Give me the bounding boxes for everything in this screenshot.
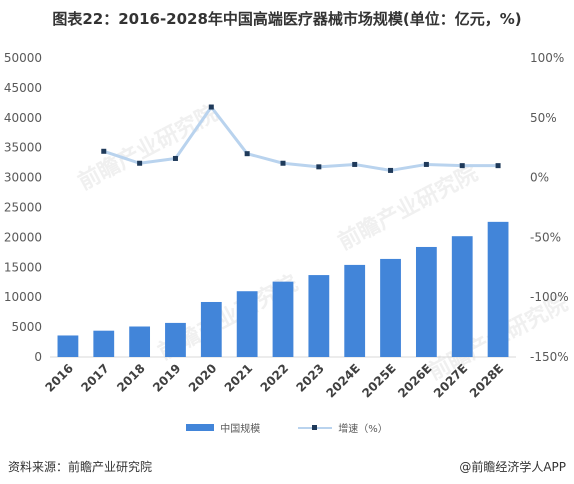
- y-right-tick-label: -50%: [530, 230, 561, 244]
- growth-point: [388, 167, 394, 173]
- y-left-tick-label: 25000: [4, 201, 42, 215]
- x-tick-label: 2027E: [431, 361, 470, 400]
- bar: [129, 326, 151, 357]
- growth-point: [316, 164, 322, 170]
- footer: 资料来源：前瞻产业研究院 @前瞻经济学人APP: [0, 454, 574, 476]
- bar: [380, 258, 401, 357]
- legend-item-line: 增速（%）: [298, 420, 388, 435]
- x-tick-label: 2016: [43, 361, 77, 395]
- bar: [415, 246, 437, 357]
- bar: [57, 335, 79, 357]
- y-left-tick-label: 45000: [4, 81, 42, 95]
- x-tick-label: 2022: [258, 361, 292, 395]
- y-left-tick-label: 0: [34, 350, 42, 364]
- growth-line: [103, 105, 499, 172]
- legend-label-line: 增速（%）: [338, 424, 388, 435]
- x-tick-label: 2028E: [467, 361, 506, 400]
- y-left-tick-label: 50000: [4, 51, 42, 65]
- x-tick-label: 2026E: [395, 361, 434, 400]
- y-right-tick-label: 100%: [530, 51, 564, 65]
- bar: [165, 322, 186, 357]
- chart-area: 0 5000 10000 15000 20000 25000 30000 35000 40000…: [4, 51, 569, 401]
- bar: [200, 301, 222, 357]
- legend-label-bar: 中国规模: [220, 424, 261, 435]
- growth-point: [459, 163, 465, 169]
- growth-point: [244, 151, 250, 157]
- bar: [451, 236, 473, 357]
- y-left-tick-label: 10000: [4, 290, 42, 304]
- y-right-tick-label: 50%: [530, 111, 557, 125]
- growth-point: [208, 104, 214, 110]
- x-tick-label: 2021: [222, 361, 256, 395]
- y-left-tick-label: 40000: [4, 111, 42, 125]
- bar: [236, 291, 258, 357]
- x-tick-label: 2017: [78, 361, 112, 395]
- growth-point: [423, 161, 429, 167]
- x-tick-label: 2019: [150, 361, 184, 395]
- legend-item-bar: 中国规模: [186, 420, 260, 435]
- legend-swatch-line: [298, 424, 333, 432]
- bar: [487, 221, 509, 357]
- brand-note: @前瞻经济学人APP: [459, 460, 566, 474]
- growth-point: [172, 155, 178, 161]
- y-right-tick-label: -100%: [530, 290, 569, 304]
- growth-point: [137, 160, 143, 166]
- legend-swatch-bar: [186, 424, 215, 431]
- growth-point: [495, 163, 501, 169]
- y-left-tick-label: 15000: [4, 260, 42, 274]
- x-tick-label: 2018: [114, 361, 148, 395]
- y-left-tick-label: 35000: [4, 141, 42, 155]
- bar: [344, 264, 366, 357]
- growth-point: [280, 160, 286, 166]
- y-left-tick-label: 20000: [4, 230, 42, 244]
- growth-point: [352, 161, 358, 167]
- y-right-tick-label: -150%: [530, 350, 569, 364]
- y-left-tick-label: 30000: [4, 171, 42, 185]
- x-tick-label: 2020: [186, 361, 220, 395]
- x-tick-label: 2024E: [323, 361, 362, 400]
- y-right-tick-label: 0%: [530, 171, 549, 185]
- bar: [93, 330, 115, 357]
- chart-title: 图表22：2016-2028年中国高端医疗器械市场规模(单位：亿元，%): [52, 10, 522, 28]
- y-left-tick-label: 5000: [11, 320, 42, 334]
- bar: [308, 275, 330, 357]
- x-tick-label: 2025E: [359, 361, 398, 400]
- x-tick-label: 2023: [293, 361, 327, 395]
- growth-point: [101, 148, 107, 154]
- legend: 中国规模 增速（%）: [0, 420, 574, 435]
- bar: [272, 281, 294, 357]
- source-note: 资料来源：前瞻产业研究院: [8, 460, 153, 474]
